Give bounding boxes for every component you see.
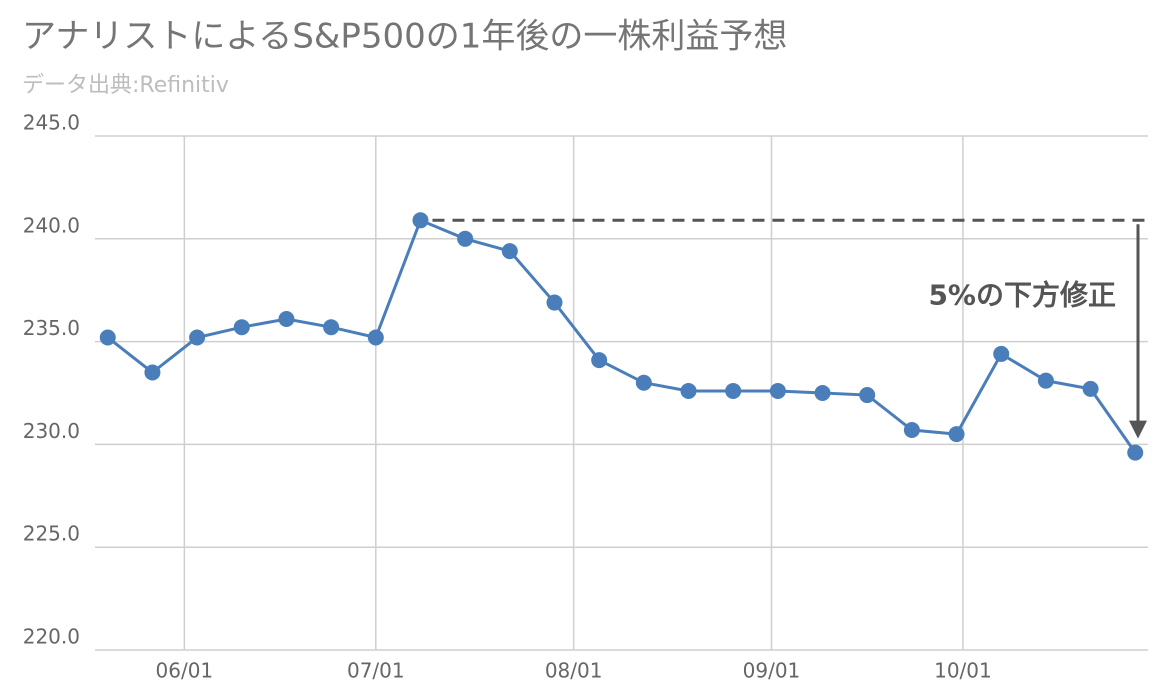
point [323,319,340,336]
y-tick-label: 220.0 [23,625,80,649]
point [99,329,116,346]
x-tick-label: 09/01 [743,659,801,683]
point [591,352,608,369]
arrow-head [1129,420,1147,439]
y-tick-label: 230.0 [23,419,80,443]
y-tick-label: 245.0 [23,111,80,135]
point [903,422,920,439]
line [106,218,1137,454]
point [144,364,161,381]
point [501,243,518,260]
point [680,382,697,399]
y-tick-label: 225.0 [23,522,80,546]
point [457,230,474,247]
point [635,374,652,391]
point [993,345,1010,362]
point [725,382,742,399]
chart-title: アナリストによるS&P500の1年後の一株利益予想 [22,17,787,57]
point [367,329,384,346]
point [859,387,876,404]
point [1037,372,1054,389]
y-tick-label: 240.0 [23,213,80,237]
x-tick-label: 06/01 [156,659,214,683]
point [278,310,295,327]
y-tick-label: 235.0 [23,316,80,340]
point [1082,380,1099,397]
point [189,329,206,346]
point [233,319,250,336]
point [948,426,965,443]
x-tick-label: 10/01 [934,659,992,683]
point [1127,444,1144,461]
point [546,294,563,311]
x-tick-label: 08/01 [545,659,603,683]
point [769,382,786,399]
chart-subtitle: データ出典:Refinitiv [22,73,229,98]
point [814,385,831,401]
x-tick-label: 07/01 [347,659,405,683]
annotation: 5%の下方修正 [928,278,1116,311]
point [412,212,429,229]
